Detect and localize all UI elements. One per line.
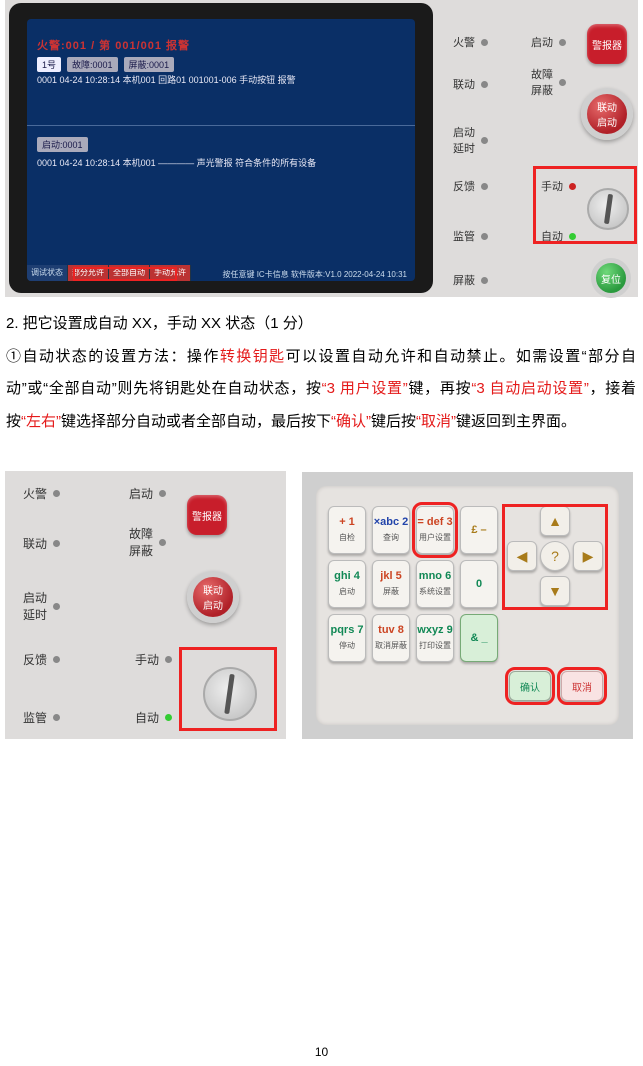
confirm-cancel-row: 确认 取消 bbox=[509, 671, 603, 701]
page-number: 10 bbox=[0, 1045, 643, 1059]
led-fire: 火警 bbox=[453, 34, 488, 50]
alarm-button[interactable]: 警报器 bbox=[587, 24, 627, 64]
linkage-start-button[interactable]: 联动 启动 bbox=[187, 571, 239, 623]
led-fire: 火警 bbox=[23, 485, 60, 502]
question-line: 2. 把它设置成自动 XX，手动 XX 状态（1 分） bbox=[6, 308, 636, 341]
screen-event-line: 0001 04-24 10:28:14 本机001 回路01 001001-00… bbox=[37, 73, 296, 86]
keypad-key[interactable]: mno 6系统设置 bbox=[416, 560, 454, 608]
instruction-text: 2. 把它设置成自动 XX，手动 XX 状态（1 分） ①自动状态的设置方法：操… bbox=[6, 308, 636, 438]
led-fault-mask: 故障 屏蔽 bbox=[129, 525, 166, 559]
screen-event-line: 0001 04-24 10:28:14 本机001 ———— 声光警报 符合条件… bbox=[37, 156, 316, 169]
led-feedback: 反馈 bbox=[453, 178, 488, 194]
bl-red-highlight bbox=[179, 647, 277, 731]
led-monitor: 监管 bbox=[23, 709, 60, 726]
keypad-key[interactable]: tuv 8取消屏蔽 bbox=[372, 614, 410, 662]
top-panel-right: 火警 启动 警报器 联动 故障 屏蔽 启动 延时 联动 启动 反馈 手动 监管 … bbox=[433, 0, 638, 297]
screen-tab: 1号 bbox=[37, 57, 61, 72]
screen-bottom-tab: 调试状态 bbox=[27, 265, 68, 281]
keypad-key[interactable]: ×abc 2查询 bbox=[372, 506, 410, 554]
led-start-delay: 启动 延时 bbox=[453, 124, 488, 156]
top-device-panel: 火警:001 / 第 001/001 报警 1号 故障:0001 屏蔽:0001… bbox=[5, 0, 638, 297]
linkage-start-button[interactable]: 联动 启动 bbox=[581, 88, 633, 140]
screen-section-label: 启动:0001 bbox=[37, 137, 88, 152]
keypad-key[interactable]: ghi 4启动 bbox=[328, 560, 366, 608]
screen-bottom-tab: 全部自动 bbox=[109, 265, 150, 281]
screen-bottom-tab: 手动允许 bbox=[150, 265, 191, 281]
lcd-screen: 火警:001 / 第 001/001 报警 1号 故障:0001 屏蔽:0001… bbox=[27, 19, 415, 281]
keypad-inner: + 1自检×abc 2查询= def 3用户设置£ – ghi 4启动jkl 5屏… bbox=[316, 486, 619, 725]
screen-bottom-tab: 部分允许 bbox=[68, 265, 109, 281]
screen-tab-row: 1号 故障:0001 屏蔽:0001 bbox=[37, 57, 174, 72]
keypad-panel: + 1自检×abc 2查询= def 3用户设置£ – ghi 4启动jkl 5屏… bbox=[302, 472, 633, 739]
keypad-key[interactable]: + 1自检 bbox=[328, 506, 366, 554]
alarm-button[interactable]: 警报器 bbox=[187, 495, 227, 535]
paragraph: ①自动状态的设置方法：操作转换钥匙可以设置自动允许和自动禁止。如需设置“部分自动… bbox=[6, 341, 636, 439]
screen-alarm-title: 火警:001 / 第 001/001 报警 bbox=[37, 37, 190, 53]
reset-button[interactable]: 复位 bbox=[591, 258, 631, 298]
screen-divider bbox=[27, 125, 415, 126]
keypad-key[interactable]: = def 3用户设置 bbox=[416, 506, 454, 554]
screen-tab: 故障:0001 bbox=[67, 57, 118, 72]
top-red-highlight bbox=[533, 166, 637, 244]
led-mask: 屏蔽 bbox=[453, 272, 488, 288]
led-linkage: 联动 bbox=[23, 535, 60, 552]
lcd-frame: 火警:001 / 第 001/001 报警 1号 故障:0001 屏蔽:0001… bbox=[9, 3, 433, 293]
led-monitor: 监管 bbox=[453, 228, 488, 244]
led-feedback: 反馈 bbox=[23, 651, 60, 668]
screen-footer-info: 按任意键 IC卡信息 软件版本:V1.0 2022-04-24 10:31 bbox=[222, 269, 407, 280]
dpad-red-highlight bbox=[502, 504, 608, 610]
bottom-left-panel: 火警 启动 警报器 联动 故障 屏蔽 启动 延时 联动 启动 反馈 手动 监管 … bbox=[5, 471, 286, 739]
keypad-key[interactable]: & _ bbox=[460, 614, 498, 662]
keypad-key[interactable]: 0 bbox=[460, 560, 498, 608]
keypad-key[interactable]: £ – bbox=[460, 506, 498, 554]
led-fault-mask: 故障 屏蔽 bbox=[531, 66, 566, 98]
led-start-delay: 启动 延时 bbox=[23, 589, 60, 623]
led-linkage: 联动 bbox=[453, 76, 488, 92]
keypad-key[interactable]: jkl 5屏蔽 bbox=[372, 560, 410, 608]
led-manual: 手动 bbox=[135, 651, 172, 668]
led-start: 启动 bbox=[129, 485, 166, 502]
cancel-button[interactable]: 取消 bbox=[561, 671, 603, 701]
keypad-key[interactable]: pqrs 7停动 bbox=[328, 614, 366, 662]
confirm-button[interactable]: 确认 bbox=[509, 671, 551, 701]
keypad-grid: + 1自检×abc 2查询= def 3用户设置£ – ghi 4启动jkl 5屏… bbox=[328, 506, 498, 716]
led-auto: 自动 bbox=[135, 709, 172, 726]
screen-tab: 屏蔽:0001 bbox=[124, 57, 175, 72]
led-start: 启动 bbox=[531, 34, 566, 50]
keypad-key[interactable]: wxyz 9打印设置 bbox=[416, 614, 454, 662]
